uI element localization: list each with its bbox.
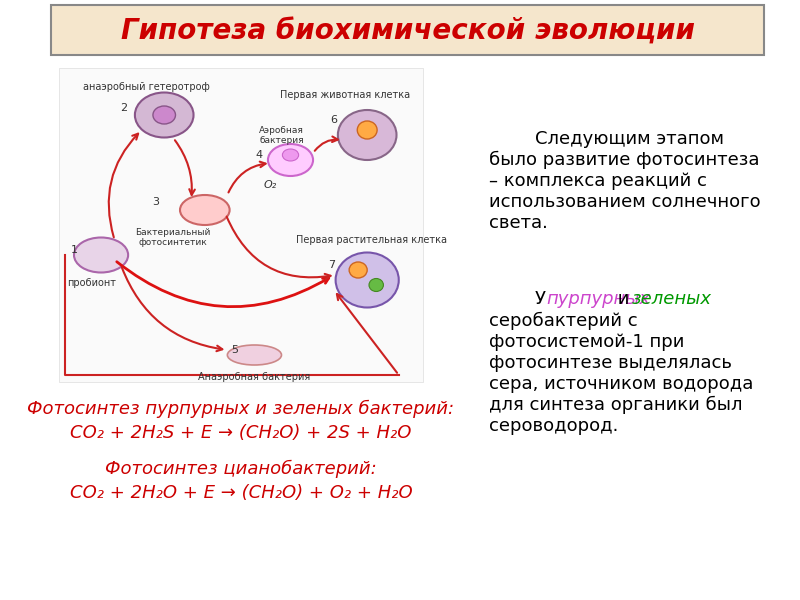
FancyBboxPatch shape bbox=[51, 5, 764, 55]
Ellipse shape bbox=[358, 121, 377, 139]
Text: зеленых: зеленых bbox=[631, 290, 711, 308]
Text: У: У bbox=[489, 290, 552, 308]
Text: CO₂ + 2H₂S + E → (CH₂O) + 2S + H₂O: CO₂ + 2H₂S + E → (CH₂O) + 2S + H₂O bbox=[70, 424, 411, 442]
Text: Бактериальный
фотосинтетик: Бактериальный фотосинтетик bbox=[135, 228, 211, 247]
Text: 3: 3 bbox=[152, 197, 158, 207]
Text: пробионт: пробионт bbox=[67, 278, 117, 288]
Text: 2: 2 bbox=[120, 103, 127, 113]
Text: Аэробная
бактерия: Аэробная бактерия bbox=[259, 125, 304, 145]
Ellipse shape bbox=[74, 238, 128, 272]
Text: Гипотеза биохимической эволюции: Гипотеза биохимической эволюции bbox=[121, 18, 694, 46]
Text: CO₂ + 2H₂O + E → (CH₂O) + O₂ + H₂O: CO₂ + 2H₂O + E → (CH₂O) + O₂ + H₂O bbox=[70, 484, 412, 502]
Text: Анаэробная бактерия: Анаэробная бактерия bbox=[198, 372, 310, 382]
Ellipse shape bbox=[153, 106, 175, 124]
Ellipse shape bbox=[180, 195, 230, 225]
Text: Фотосинтез цианобактерий:: Фотосинтез цианобактерий: bbox=[105, 460, 377, 478]
Text: Первая животная клетка: Первая животная клетка bbox=[279, 90, 410, 100]
Text: пурпурных: пурпурных bbox=[546, 290, 651, 308]
Text: 5: 5 bbox=[231, 345, 238, 355]
Text: O₂: O₂ bbox=[263, 180, 276, 190]
Text: 6: 6 bbox=[330, 115, 338, 125]
Text: 4: 4 bbox=[255, 150, 262, 160]
Text: серобактерий с
фотосистемой-1 при
фотосинтезе выделялась
сера, источником водоро: серобактерий с фотосистемой-1 при фотоси… bbox=[489, 312, 754, 434]
Ellipse shape bbox=[338, 110, 397, 160]
Ellipse shape bbox=[336, 253, 398, 307]
Text: Фотосинтез пурпурных и зеленых бактерий:: Фотосинтез пурпурных и зеленых бактерий: bbox=[27, 400, 454, 418]
FancyBboxPatch shape bbox=[56, 65, 426, 385]
Text: Следующим этапом
было развитие фотосинтеза
– комплекса реакций с
использованием : Следующим этапом было развитие фотосинте… bbox=[489, 130, 761, 232]
Ellipse shape bbox=[135, 92, 194, 137]
Ellipse shape bbox=[369, 278, 383, 292]
Text: анаэробный гетеротроф: анаэробный гетеротроф bbox=[82, 82, 210, 92]
FancyBboxPatch shape bbox=[58, 68, 423, 382]
Text: 1: 1 bbox=[70, 245, 78, 255]
Text: 7: 7 bbox=[329, 260, 335, 270]
Ellipse shape bbox=[227, 345, 282, 365]
Text: и: и bbox=[612, 290, 634, 308]
Ellipse shape bbox=[282, 149, 298, 161]
Text: Первая растительная клетка: Первая растительная клетка bbox=[296, 235, 447, 245]
Ellipse shape bbox=[349, 262, 367, 278]
Ellipse shape bbox=[268, 144, 313, 176]
